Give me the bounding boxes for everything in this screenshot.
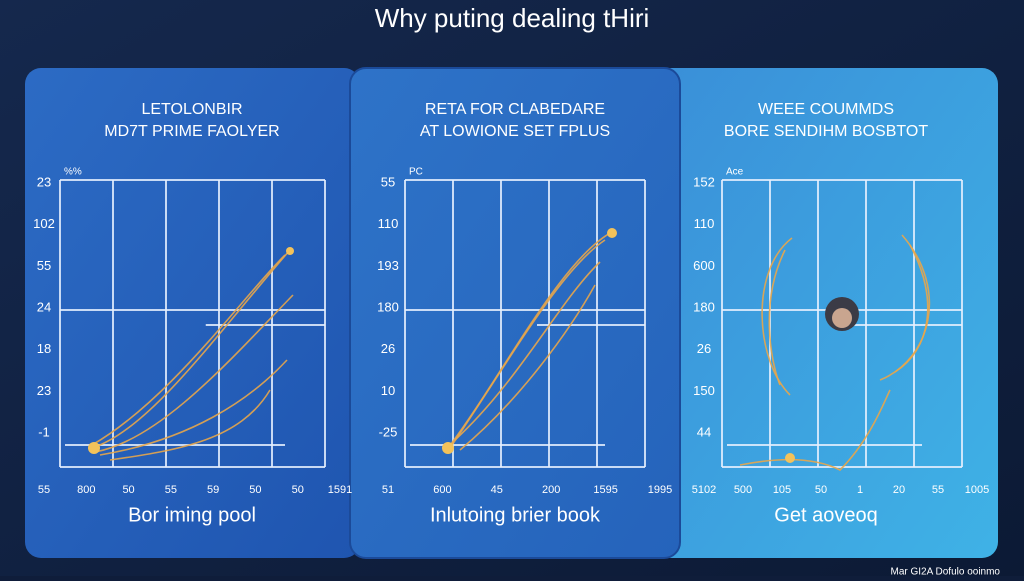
- y-tick-label: 180: [377, 299, 399, 314]
- panel: [349, 67, 681, 559]
- y-tick-label: 193: [377, 258, 399, 273]
- y-tick-label: 26: [381, 341, 395, 356]
- x-tick-label: 50: [122, 484, 134, 496]
- panel: [25, 68, 360, 558]
- x-tick-label: 500: [734, 484, 752, 496]
- x-tick-label: 1591: [328, 484, 352, 496]
- panel-caption: Bor iming pool: [128, 504, 256, 526]
- page-title: Why puting dealing tHiri: [375, 3, 650, 33]
- panel-heading: LETOLONBIR: [141, 101, 242, 118]
- y-tick-label: 44: [697, 424, 711, 439]
- x-tick-label: 600: [433, 484, 451, 496]
- x-tick-label: 50: [815, 484, 827, 496]
- x-tick-label: 105: [773, 484, 791, 496]
- x-tick-label: 800: [77, 484, 95, 496]
- x-tick-label: 59: [207, 484, 219, 496]
- unit-label: %%: [64, 167, 82, 178]
- panel-heading: RETA FOR CLABEDARE: [425, 101, 605, 118]
- x-tick-label: 1995: [648, 484, 672, 496]
- panel-heading: BORE SENDIHM BOSBTOT: [724, 123, 928, 140]
- y-tick-label: 10: [381, 383, 395, 398]
- x-tick-label: 55: [165, 484, 177, 496]
- y-tick-label: 26: [697, 341, 711, 356]
- y-tick-label: 110: [694, 216, 715, 231]
- x-tick-label: 51: [382, 484, 394, 496]
- x-tick-label: 20: [893, 484, 905, 496]
- x-tick-label: 1595: [593, 484, 617, 496]
- marker: [607, 228, 617, 238]
- y-tick-label: -1: [38, 424, 50, 439]
- y-tick-label: 23: [37, 174, 51, 189]
- panel-caption: Get aoveoq: [774, 504, 877, 526]
- x-tick-label: 45: [491, 484, 503, 496]
- y-tick-label: 180: [693, 299, 715, 314]
- y-tick-label: -25: [379, 424, 398, 439]
- panel-heading: AT LOWIONE SET FPLUS: [420, 123, 610, 140]
- unit-label: Ace: [726, 167, 744, 178]
- x-tick-label: 1: [857, 484, 863, 496]
- marker: [442, 442, 454, 454]
- marker: [286, 247, 294, 255]
- y-tick-label: 18: [37, 341, 51, 356]
- x-tick-label: 50: [249, 484, 261, 496]
- panel-heading: MD7T PRIME FAOLYER: [104, 123, 279, 140]
- footer: Mar GI2A Dofulo ooinmo: [891, 567, 1001, 576]
- x-tick-label: 1005: [965, 484, 989, 496]
- y-tick-label: 55: [381, 174, 395, 189]
- panel-heading: WEEE COUMMDS: [758, 101, 894, 118]
- y-tick-label: 110: [378, 216, 399, 231]
- marker: [88, 442, 100, 454]
- panel-caption: Inlutoing brier book: [430, 504, 601, 526]
- y-tick-label: 102: [33, 216, 55, 231]
- y-tick-label: 150: [693, 383, 715, 398]
- x-tick-label: 50: [292, 484, 304, 496]
- y-tick-label: 600: [693, 258, 715, 273]
- x-tick-label: 200: [542, 484, 560, 496]
- x-tick-label: 5102: [692, 484, 716, 496]
- y-tick-label: 55: [37, 258, 51, 273]
- y-tick-label: 152: [693, 174, 715, 189]
- marker: [785, 453, 795, 463]
- y-tick-label: 23: [37, 383, 51, 398]
- y-tick-label: 24: [37, 299, 51, 314]
- x-tick-label: 55: [38, 484, 50, 496]
- x-tick-label: 55: [932, 484, 944, 496]
- avatar-face: [832, 308, 852, 328]
- curves: [88, 228, 931, 471]
- unit-label: PC: [409, 167, 423, 178]
